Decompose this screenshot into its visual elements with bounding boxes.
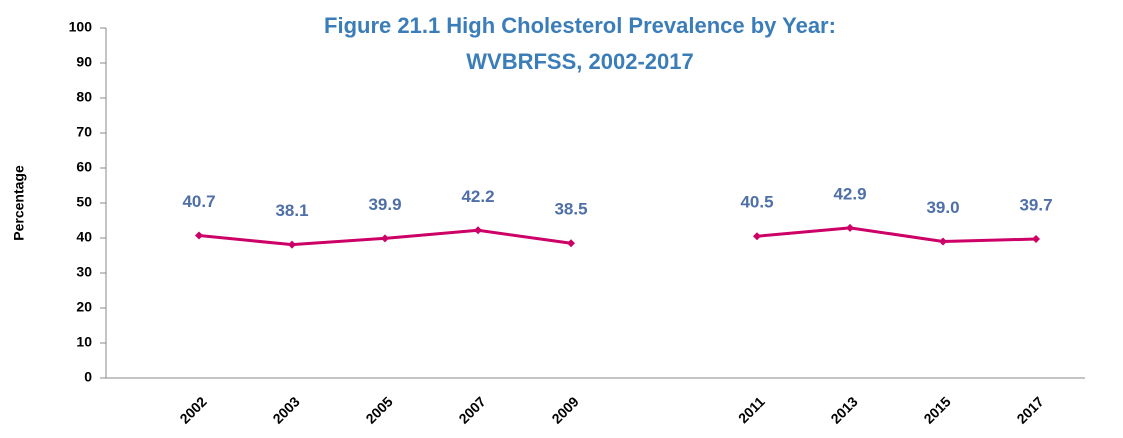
- y-tick-label: 80: [76, 89, 92, 105]
- x-tick-label: 2002: [176, 393, 209, 426]
- line: [198, 226, 1037, 247]
- marker: [288, 240, 296, 249]
- x-tick-label: 2015: [920, 393, 953, 426]
- x-tick-label: 2011: [735, 393, 768, 426]
- data-label: 38.1: [275, 201, 308, 220]
- x-tick-label: 2009: [548, 393, 581, 426]
- x-tick-label: 2007: [455, 393, 488, 426]
- data-label: 42.9: [833, 184, 866, 203]
- marker: [939, 237, 947, 246]
- marker: [846, 223, 854, 232]
- marker: [474, 226, 482, 235]
- marker: [195, 231, 203, 240]
- y-axis-label: Percentage: [11, 165, 27, 241]
- marker: [753, 232, 761, 241]
- y-tick-label: 90: [76, 54, 92, 70]
- data-label: 40.7: [182, 192, 215, 211]
- x-tick-label: 2013: [827, 393, 860, 426]
- marker: [381, 234, 389, 243]
- data-label: 39.9: [368, 195, 401, 214]
- data-label: 39.7: [1019, 196, 1052, 215]
- chart-title: WVBRFSS, 2002-2017: [466, 49, 693, 74]
- y-tick-label: 10: [76, 334, 92, 350]
- x-tick-label: 2005: [362, 393, 395, 426]
- y-tick-label: 40: [76, 229, 92, 245]
- y-tick-label: 100: [69, 19, 93, 35]
- y-tick-label: 50: [76, 194, 92, 210]
- y-tick-label: 0: [84, 369, 92, 385]
- y-tick-label: 20: [76, 299, 92, 315]
- marker: [567, 239, 575, 248]
- data-label: 40.5: [740, 193, 773, 212]
- data-label: 42.2: [461, 187, 494, 206]
- chart-title: Figure 21.1 High Cholesterol Prevalence …: [324, 13, 836, 38]
- y-tick-label: 60: [76, 159, 92, 175]
- x-tick-label: 2017: [1013, 393, 1046, 426]
- y-tick-label: 70: [76, 124, 92, 140]
- marker: [1032, 235, 1040, 244]
- data-label: 39.0: [926, 198, 959, 217]
- x-tick-label: 2003: [269, 393, 302, 426]
- data-label: 38.5: [554, 200, 587, 219]
- y-tick-label: 30: [76, 264, 92, 280]
